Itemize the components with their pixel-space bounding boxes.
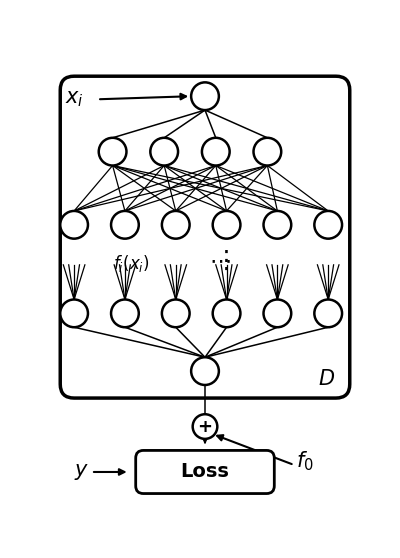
Circle shape bbox=[213, 300, 240, 327]
Circle shape bbox=[264, 211, 291, 239]
Circle shape bbox=[202, 138, 230, 166]
Circle shape bbox=[150, 138, 178, 166]
Circle shape bbox=[111, 211, 139, 239]
Text: $f_i(x_i)$: $f_i(x_i)$ bbox=[113, 253, 149, 274]
Text: $f_0$: $f_0$ bbox=[296, 449, 314, 473]
Circle shape bbox=[162, 211, 190, 239]
Circle shape bbox=[191, 83, 219, 110]
Text: Loss: Loss bbox=[180, 463, 230, 482]
Text: $x_i$: $x_i$ bbox=[65, 89, 84, 109]
Text: $y$: $y$ bbox=[74, 462, 89, 482]
Circle shape bbox=[99, 138, 126, 166]
Text: D: D bbox=[318, 369, 335, 389]
Circle shape bbox=[191, 357, 219, 385]
Text: +: + bbox=[198, 417, 212, 436]
Circle shape bbox=[264, 300, 291, 327]
FancyBboxPatch shape bbox=[60, 76, 350, 398]
Text: ⋯: ⋯ bbox=[209, 251, 232, 271]
Circle shape bbox=[60, 300, 88, 327]
Circle shape bbox=[60, 211, 88, 239]
Circle shape bbox=[193, 414, 217, 439]
Circle shape bbox=[162, 300, 190, 327]
Circle shape bbox=[314, 211, 342, 239]
Circle shape bbox=[111, 300, 139, 327]
Text: $⋮$: $⋮$ bbox=[212, 249, 228, 273]
Circle shape bbox=[254, 138, 281, 166]
Circle shape bbox=[213, 211, 240, 239]
FancyBboxPatch shape bbox=[136, 450, 274, 493]
Circle shape bbox=[314, 300, 342, 327]
